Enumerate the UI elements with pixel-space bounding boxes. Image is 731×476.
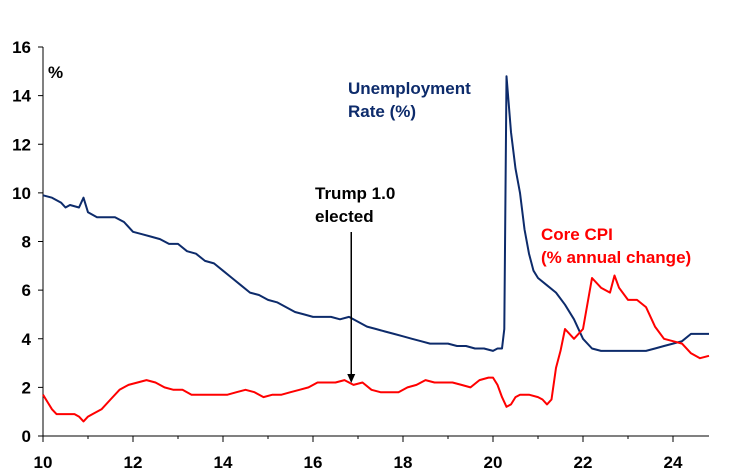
y-tick-label: 10 (12, 184, 31, 203)
x-tick-label: 14 (214, 453, 233, 472)
cpi-label-line-0: Core CPI (541, 225, 613, 244)
cpi-label-line-1: (% annual change) (541, 248, 691, 267)
y-tick-label: 8 (22, 233, 31, 252)
y-tick-label: 14 (12, 87, 31, 106)
y-tick-label: 16 (12, 38, 31, 57)
y-tick-label: 6 (22, 281, 31, 300)
x-tick-label: 20 (484, 453, 503, 472)
y-tick-label: 12 (12, 135, 31, 154)
trump-label-line-0: Trump 1.0 (315, 184, 395, 203)
series-layer (42, 75, 710, 423)
x-tick-label: 22 (574, 453, 593, 472)
y-tick-label: 4 (22, 330, 32, 349)
x-tick-label: 16 (304, 453, 323, 472)
x-tick-label: 12 (124, 453, 143, 472)
annotation-layer: Unemployment Rate (%) Core CPI (% annual ch… (315, 79, 691, 383)
y-tick-label: 2 (22, 378, 31, 397)
trump-arrow-head (347, 373, 356, 383)
core_cpi-series-line (42, 274, 710, 423)
unemp-label-line-0: Unemployment (348, 79, 471, 98)
unemp-label-line-1: Rate (%) (348, 102, 416, 121)
y-tick-label: 0 (22, 427, 31, 446)
x-tick-label: 18 (394, 453, 413, 472)
unemployment-series-line (42, 75, 709, 352)
x-tick-label: 10 (34, 453, 53, 472)
trump-label-line-1: elected (315, 207, 374, 226)
y-axis-unit-label: % (48, 63, 63, 82)
x-tick-label: 24 (664, 453, 683, 472)
